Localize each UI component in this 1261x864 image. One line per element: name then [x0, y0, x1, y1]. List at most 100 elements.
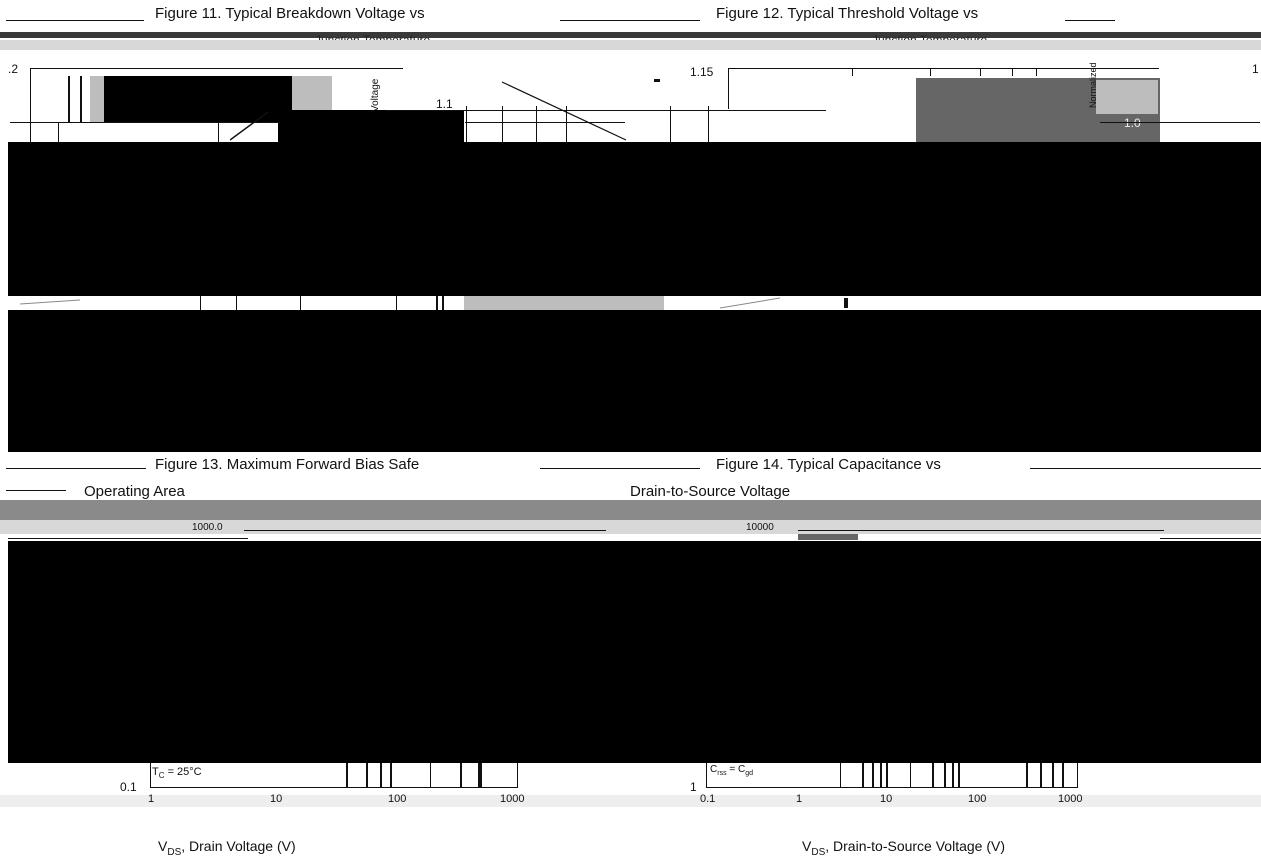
fig14-gridline: [932, 763, 934, 787]
fig11-plot-fill: [278, 110, 464, 142]
fig12-legend-box: [1096, 80, 1158, 114]
fig12-frame: [728, 68, 1159, 109]
mid-gridline: [8, 538, 248, 539]
fig14-subtitle: Drain-to-Source Voltage: [630, 483, 791, 500]
fig14-gridline: [1026, 763, 1028, 787]
fig11-gridline: [218, 122, 219, 142]
fig12-title: Figure 12. Typical Threshold Voltage vs: [716, 5, 979, 22]
fig11-shaded-region: [90, 76, 104, 122]
mid-gridline: [1160, 538, 1261, 539]
fig13-gridline: [380, 763, 382, 787]
fig14-gridline: [1052, 763, 1054, 787]
fig14-gridline: [910, 763, 911, 787]
fig14-xlabel-rest: , Drain-to-Source Voltage (V): [825, 838, 1005, 854]
fig13-xtick: 1: [148, 793, 155, 805]
fig14-gridline: [958, 763, 960, 787]
fig14-gridline: [944, 763, 946, 787]
fig14-annotation: Crss = Cgd: [710, 764, 753, 777]
fig11-gridline: [436, 296, 438, 310]
fig11-ylabel: Voltage: [370, 78, 381, 112]
fig11-gridline: [300, 296, 301, 310]
fig11-gridline: [236, 296, 237, 310]
fig14-gridline: [872, 763, 874, 787]
fig12-gridline: [1012, 68, 1013, 76]
fig12-gridline: [1036, 68, 1037, 76]
fig12-gridline: [980, 68, 981, 76]
fig11-gridline: [30, 122, 31, 142]
fig12-gridline: [844, 298, 848, 308]
fig11-plot-fill: [104, 76, 292, 122]
fig13-xlabel: VDS, Drain Voltage (V): [158, 838, 296, 858]
fig13-annotation-sub: C: [158, 771, 165, 781]
header-rule-right: [1065, 20, 1115, 21]
header-rule-sub: [6, 490, 66, 491]
fig14-gridline: [1040, 763, 1042, 787]
fig11-frame: [30, 68, 403, 143]
fig13-xtick: 1000: [500, 793, 525, 805]
fig13-gridline: [366, 763, 368, 787]
fig14-annotation-mid: = C: [726, 764, 746, 775]
fig11-ytick-top: .2: [8, 62, 19, 76]
fig11-gridline: [80, 76, 82, 122]
fig11-gridline: [536, 106, 537, 142]
fig11-curve: [501, 81, 627, 141]
fig11-title: Figure 11. Typical Breakdown Voltage vs: [155, 5, 425, 22]
fig14-gridline: [886, 763, 888, 787]
fig11-gridline: [58, 122, 59, 142]
fig11-gridline: [466, 106, 467, 142]
fig14-xlabel-main: V: [802, 838, 812, 854]
fig14-gridline: [1062, 763, 1064, 787]
fig11-yval: 1.1: [436, 97, 453, 111]
fig11-gridline: [396, 296, 397, 310]
fig13-gridline: [478, 763, 482, 787]
fig13-xlabel-sub: DS: [167, 846, 182, 858]
fig13-xtick: 10: [270, 793, 283, 805]
fig12-gridline: [852, 68, 853, 76]
mid-gray-band: [0, 500, 1261, 520]
fig14-annotation-main: C: [710, 764, 718, 775]
fig14-annotation-sub2: gd: [745, 770, 753, 777]
fig11-curve: [230, 111, 269, 141]
fig14-shaded-region: [798, 534, 858, 540]
fig11-gridline: [68, 76, 70, 122]
fig13-title: Figure 13. Maximum Forward Bias Safe: [155, 456, 420, 473]
fig11-gridline: [708, 106, 709, 142]
fig14-gridline: [862, 763, 864, 787]
fig11-gridline: [502, 106, 503, 142]
fig13-annotation: TC = 25°C: [152, 766, 202, 780]
fig14-frame: [798, 530, 1164, 539]
fig14-gridline: [880, 763, 882, 787]
fig11-shaded-region: [464, 296, 664, 310]
fig14-xtick: 1: [796, 793, 803, 805]
fig12-ytick-top: 1.15: [690, 65, 714, 79]
fig14-xlabel-sub: DS: [811, 846, 826, 858]
fig13-gridline: [390, 763, 392, 787]
fig13-gridline: [346, 763, 348, 787]
fig14-title: Figure 14. Typical Capacitance vs: [716, 456, 941, 473]
fig14-xtick: 10: [880, 793, 893, 805]
fig12-right-tick: 1: [1252, 62, 1259, 76]
fig11-gridline: [670, 106, 671, 142]
fig13-bottom-frame: [150, 763, 518, 788]
redaction-block: [8, 142, 1261, 296]
fig14-xtick: 100: [968, 793, 987, 805]
fig14-gridline: [840, 763, 841, 787]
bottom-axis-band: [0, 795, 1261, 807]
fig14-gridline: [952, 763, 954, 787]
redaction-block: [8, 541, 1261, 763]
header-rule-mid: [560, 20, 700, 21]
fig11-gridline: [566, 106, 567, 142]
fig14-xlabel: VDS, Drain-to-Source Voltage (V): [802, 838, 1005, 858]
fig13-xtick: 100: [388, 793, 407, 805]
fig13-ytick-bottom: 0.1: [120, 780, 137, 794]
fig11-gridline: [386, 110, 826, 111]
fig14-bottom-frame: [706, 763, 1078, 788]
fig14-xtick: 1000: [1058, 793, 1083, 805]
fig13-ytick-top: 1000.0: [192, 522, 223, 533]
fig12-side-val: 1.0: [1124, 116, 1141, 130]
fig13-frame: [244, 530, 606, 539]
fig11-shaded-region: [292, 76, 332, 110]
header-dark-band: [0, 32, 1261, 38]
fig11-gridline: [465, 122, 625, 123]
fig11-gridline: [10, 122, 280, 123]
